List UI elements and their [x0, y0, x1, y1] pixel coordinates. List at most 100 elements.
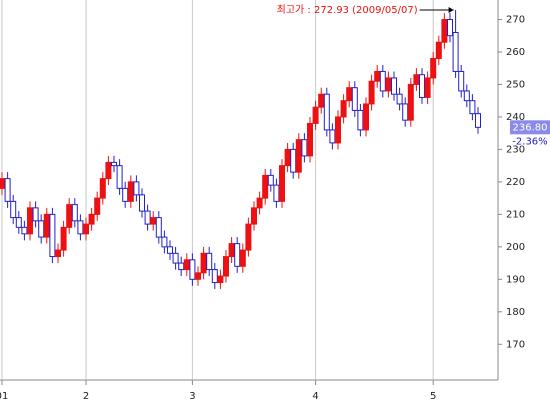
x-tick-label: 2 [83, 391, 89, 402]
y-tick-label: 220 [506, 177, 525, 188]
candle-body [122, 187, 129, 202]
candle-body [77, 220, 84, 235]
candle-body [329, 129, 336, 144]
candle-body [127, 181, 134, 202]
y-tick-label: 200 [506, 242, 525, 253]
candle-body [27, 207, 33, 235]
candle-body [55, 249, 61, 258]
candle-body [273, 184, 280, 202]
candle-body [391, 77, 397, 95]
y-tick-label: 210 [506, 209, 525, 220]
candle-body [396, 93, 403, 105]
candle-body [200, 252, 207, 274]
y-tick-label: 260 [506, 47, 525, 58]
candle-body [111, 161, 117, 167]
candle-body [295, 139, 302, 173]
candle-body [385, 77, 392, 92]
candle-body [374, 70, 381, 82]
candle-body [284, 148, 291, 167]
candle-body [256, 197, 263, 209]
candle-body [323, 93, 330, 131]
candle-body [407, 83, 414, 121]
candle-body [312, 106, 319, 124]
labels: 170 180 190 200 210 220 230 240 250 260 270 01 2 3 4 5 2… [0, 4, 550, 402]
y-tick-label: 230 [506, 144, 525, 155]
candle-body [430, 57, 437, 79]
candle-body [441, 18, 448, 43]
candle-body [178, 262, 185, 271]
candle-body [38, 220, 45, 238]
candle-body [351, 87, 358, 111]
last-price-label: 236.80 [513, 122, 548, 133]
candle-body [206, 252, 213, 271]
candle-body [139, 194, 145, 212]
candle-body [452, 31, 459, 72]
x-tick-label: 3 [189, 391, 195, 402]
candle-body [413, 74, 420, 85]
candle-body [435, 41, 442, 59]
annotation: 최고가 : 272.93 (2009/05/07) [277, 4, 418, 16]
candle-body [279, 165, 285, 202]
y-tick-label: 240 [506, 112, 525, 123]
y-tick-label: 190 [506, 274, 525, 285]
candle-body [211, 269, 218, 284]
candle-body [49, 213, 56, 258]
candle-body [267, 174, 274, 186]
candle-body [469, 100, 476, 115]
change-label: -2.36% [512, 136, 547, 147]
candle-body [228, 243, 235, 258]
candle-body [217, 275, 224, 284]
candle-body [318, 93, 325, 108]
y-tick-label: 180 [506, 307, 525, 318]
candle-body [368, 80, 375, 105]
candle-body [363, 103, 369, 131]
candle-body [167, 246, 173, 254]
candles [0, 9, 481, 290]
candle-body [172, 252, 179, 264]
candle-body [133, 181, 140, 196]
candle-body [239, 249, 246, 267]
candle-body [66, 204, 73, 228]
candle-body [346, 87, 353, 102]
x-tick-label: 01 [0, 391, 8, 402]
x-tick-label: 4 [312, 391, 318, 402]
candle-body [0, 178, 5, 189]
candle-body [301, 139, 308, 157]
candle-body [475, 113, 481, 128]
y-tick-label: 250 [506, 79, 525, 90]
candle-body [335, 116, 341, 144]
candle-body [223, 256, 229, 277]
candle-body [262, 174, 269, 199]
candle-body [15, 217, 22, 228]
y-tick-label: 170 [506, 339, 525, 350]
candle-body [32, 207, 39, 222]
candle-body [234, 243, 241, 267]
candle-body [458, 70, 465, 92]
candle-body [447, 18, 453, 37]
candle-body [290, 148, 297, 173]
candle-body [150, 217, 157, 225]
y-tick-label: 270 [506, 14, 525, 25]
candle-body [83, 223, 89, 235]
candle-body [94, 197, 101, 215]
candle-body [340, 100, 347, 118]
candle-body [463, 90, 470, 102]
candle-body [99, 178, 106, 199]
grid [1, 0, 502, 385]
candle-body [116, 165, 123, 189]
candle-body [402, 103, 409, 121]
candle-body [195, 272, 201, 280]
candle-body [307, 122, 313, 157]
candle-body [161, 236, 168, 248]
candle-body [60, 226, 67, 251]
candle-body [4, 178, 11, 202]
annotation-arrowhead [448, 6, 454, 13]
candle-body [419, 74, 425, 98]
candle-body [43, 213, 50, 238]
candle-body [424, 77, 431, 98]
candle-body [88, 213, 95, 225]
candle-body [183, 259, 190, 271]
candle-body [144, 210, 151, 225]
candle-body [379, 70, 386, 92]
